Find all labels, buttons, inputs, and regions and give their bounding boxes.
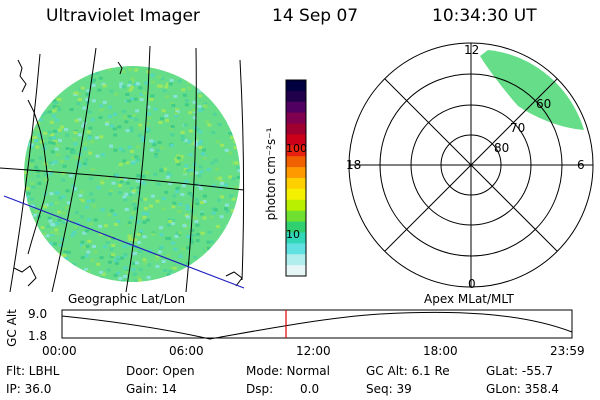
- colorbar-cell: [286, 134, 306, 146]
- lat-lon-grid: [0, 45, 245, 292]
- instrument-title: Ultraviolet Imager: [46, 6, 200, 26]
- colorbar-cell: [286, 254, 306, 266]
- altitude-tick-high: 9.0: [28, 307, 47, 321]
- colorbar-tick-100: 100: [286, 142, 307, 155]
- mlt-label-18: 18: [346, 158, 361, 172]
- colorbar-cell: [286, 265, 306, 277]
- mlt-label-12: 12: [464, 43, 479, 57]
- colorbar-cell: [286, 178, 306, 190]
- mlat-label-80: 80: [494, 141, 509, 155]
- polar-labels: 12 18 6 0 80 70 60: [346, 43, 585, 291]
- altitude-x-tick-labels: 00:00 06:00 12:00 18:00 23:59: [42, 344, 585, 358]
- time-tick-1200: 12:00: [296, 344, 331, 358]
- time-tick-1800: 18:00: [423, 344, 458, 358]
- colorbar-cell: [286, 123, 306, 135]
- colorbar-cell: [286, 80, 306, 92]
- colorbar-cell: [286, 167, 306, 179]
- dsp-label: Dsp:: [246, 382, 274, 396]
- ip-info: IP: 36.0: [6, 382, 52, 396]
- uv-emission-disc: [24, 66, 240, 282]
- altitude-strip-chart: GC Alt 9.0 1.8 00:00 06:00 12:00 18:00 2…: [5, 307, 585, 358]
- altitude-plot-frame: [61, 309, 573, 339]
- terminator-line: [3, 195, 245, 289]
- color-scale-bar: photon cm⁻²s⁻¹ 100 10: [264, 79, 307, 277]
- colorbar-cell: [286, 101, 306, 114]
- auroral-oval-emission: [480, 50, 584, 130]
- colorbar-frame: [285, 79, 307, 277]
- glon-info: GLon: 358.4: [486, 382, 559, 396]
- gain-info: Gain: 14: [126, 382, 177, 396]
- coastline-outlines: [13, 59, 243, 287]
- colorbar-cell: [286, 145, 306, 157]
- gc-alt-info: GC Alt: 6.1 Re: [366, 364, 450, 378]
- polar-panel-caption: Apex MLat/MLT: [424, 292, 514, 306]
- mlt-label-0: 0: [468, 277, 476, 291]
- time-tick-0000: 00:00: [42, 344, 77, 358]
- colorbar-tick-labels: 100 10: [286, 142, 307, 241]
- observation-time: 10:34:30 UT: [432, 6, 537, 26]
- filter-info: Flt: LBHL: [6, 364, 60, 378]
- geographic-image-panel: [0, 45, 245, 292]
- seq-info: Seq: 39: [366, 382, 412, 396]
- altitude-axis-label: GC Alt: [5, 309, 19, 347]
- dsp-value: 0.0: [300, 382, 320, 396]
- polar-grid: [348, 42, 594, 288]
- altitude-tick-low: 1.8: [28, 329, 47, 343]
- time-tick-2359: 23:59: [550, 344, 585, 358]
- polar-mlat-mlt-panel: 12 18 6 0 80 70 60: [346, 42, 594, 291]
- colorbar-cell: [286, 156, 306, 168]
- mode-info: Mode: Normal: [246, 364, 330, 378]
- colorbar-tick-10: 10: [286, 228, 300, 241]
- mlat-label-60: 60: [536, 97, 551, 111]
- colorbar-cell: [286, 112, 306, 125]
- colorbar-gradient: [286, 80, 306, 277]
- mlt-label-6: 6: [577, 158, 585, 172]
- mlat-label-70: 70: [510, 121, 525, 135]
- door-info: Door: Open: [126, 364, 195, 378]
- colorbar-cell: [286, 243, 306, 255]
- geo-panel-caption: Geographic Lat/Lon: [68, 292, 186, 306]
- colorbar-cell: [286, 232, 306, 244]
- colorbar-cell: [286, 188, 306, 201]
- colorbar-cell: [286, 210, 306, 223]
- time-tick-0600: 06:00: [169, 344, 204, 358]
- colorbar-unit-label: photon cm⁻²s⁻¹: [264, 127, 278, 220]
- colorbar-cell: [286, 90, 306, 103]
- observation-date: 14 Sep 07: [272, 6, 359, 26]
- colorbar-cell: [286, 199, 306, 212]
- colorbar-cell: [286, 221, 306, 233]
- glat-info: GLat: -55.7: [486, 364, 553, 378]
- altitude-curve: [61, 311, 573, 340]
